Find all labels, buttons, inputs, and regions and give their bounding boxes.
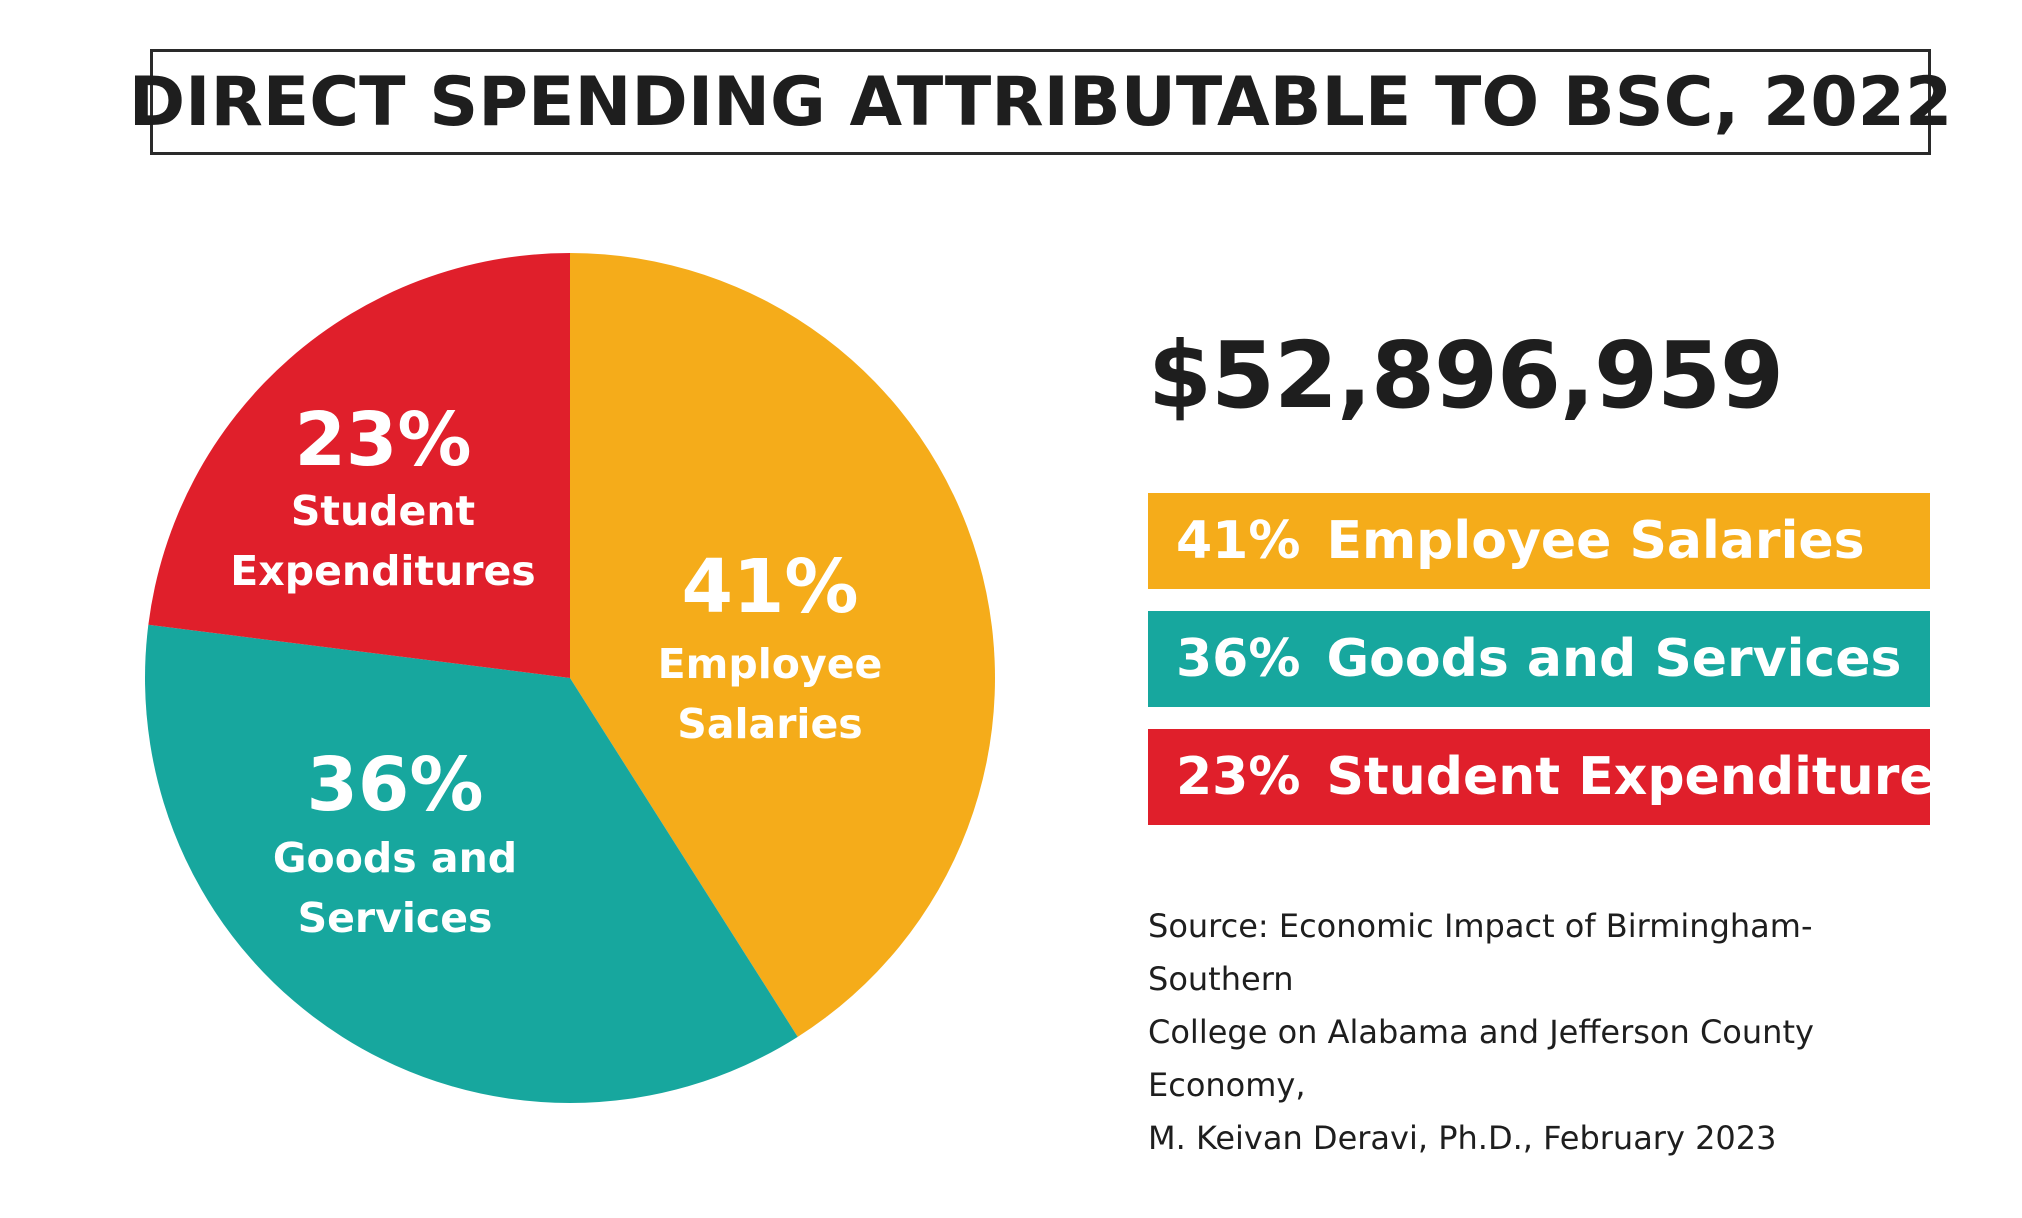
chart-title: DIRECT SPENDING ATTRIBUTABLE TO BSC, 202…: [128, 62, 1953, 142]
pie-slice-employee-salaries: [570, 253, 995, 1037]
source-line: College on Alabama and Jefferson County …: [1148, 1013, 1814, 1104]
legend-label: Goods and Services: [1326, 629, 1902, 689]
legend-pct: 36%: [1176, 629, 1301, 689]
legend-item-employee-salaries: 41% Employee Salaries: [1148, 493, 1930, 589]
pie-slice-goods-and-services: [145, 624, 798, 1103]
slice-text-label-employee-salaries: Salaries: [677, 700, 862, 748]
source-note: Source: Economic Impact of Birmingham-So…: [1148, 900, 1948, 1165]
source-line: M. Keivan Deravi, Ph.D., February 2023: [1148, 1119, 1777, 1157]
legend: 41% Employee Salaries 36% Goods and Serv…: [1148, 493, 1966, 847]
slice-text-label-goods-and-services: Services: [298, 894, 493, 942]
slice-text-label-goods-and-services: Goods and: [273, 834, 517, 882]
legend-item-goods-and-services: 36% Goods and Services: [1148, 611, 1930, 707]
slice-pct-label-employee-salaries: 41%: [681, 544, 858, 630]
source-line: Source: Economic Impact of Birmingham-So…: [1148, 907, 1813, 998]
legend-label: Employee Salaries: [1326, 511, 1865, 571]
slice-text-label-employee-salaries: Employee: [658, 640, 883, 688]
total-amount: $52,896,959: [1148, 322, 1784, 429]
legend-pct: 23%: [1176, 747, 1301, 807]
slice-text-label-student-expenditures: Expenditures: [230, 547, 535, 595]
pie-slice-student-expenditures: [148, 253, 570, 678]
legend-pct: 41%: [1176, 511, 1301, 571]
title-box: DIRECT SPENDING ATTRIBUTABLE TO BSC, 202…: [129, 49, 1952, 155]
slice-text-label-student-expenditures: Student: [291, 487, 475, 535]
slice-pct-label-goods-and-services: 36%: [306, 742, 483, 828]
slice-pct-label-student-expenditures: 23%: [294, 397, 471, 483]
pie-chart: 41% Employee Salaries 36% Goods and Services 2…: [145, 253, 995, 1103]
legend-label: Student Expenditures: [1326, 747, 1966, 807]
legend-item-student-expenditures: 23% Student Expenditures: [1148, 729, 1966, 825]
